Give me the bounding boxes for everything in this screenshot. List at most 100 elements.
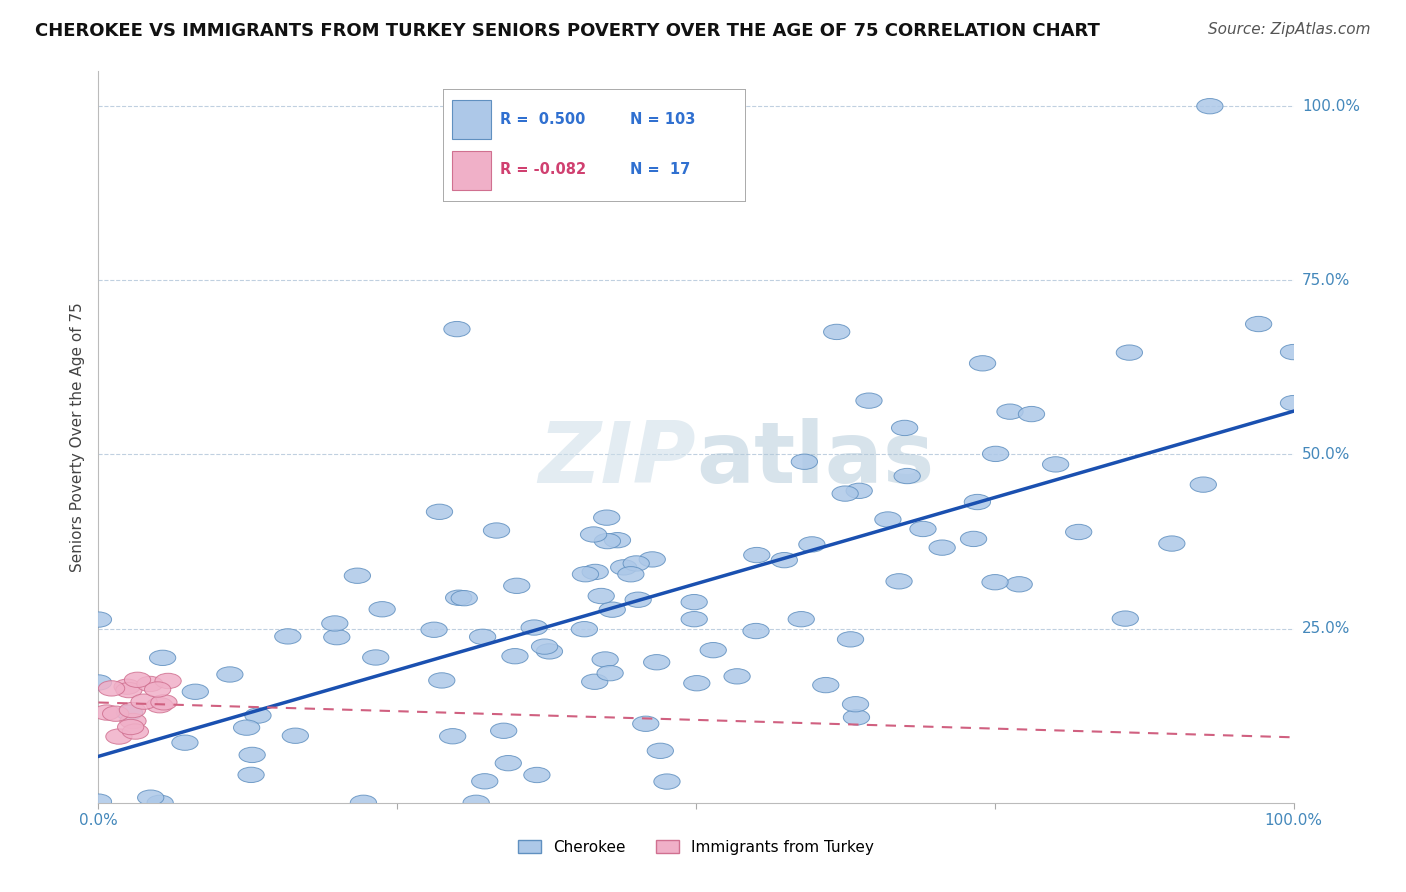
Ellipse shape: [136, 676, 163, 691]
Ellipse shape: [886, 574, 912, 589]
Ellipse shape: [484, 523, 509, 538]
Ellipse shape: [588, 589, 614, 604]
Ellipse shape: [426, 504, 453, 519]
Text: Source: ZipAtlas.com: Source: ZipAtlas.com: [1208, 22, 1371, 37]
Ellipse shape: [838, 632, 863, 647]
Ellipse shape: [217, 667, 243, 682]
Ellipse shape: [471, 773, 498, 789]
Ellipse shape: [94, 705, 120, 720]
Bar: [451, 151, 491, 189]
Ellipse shape: [1281, 395, 1306, 411]
Ellipse shape: [120, 714, 146, 729]
Ellipse shape: [440, 729, 465, 744]
Ellipse shape: [86, 794, 111, 809]
Ellipse shape: [117, 705, 142, 721]
Ellipse shape: [463, 795, 489, 811]
Ellipse shape: [149, 650, 176, 665]
Ellipse shape: [894, 468, 921, 483]
Ellipse shape: [118, 719, 143, 735]
Ellipse shape: [122, 724, 149, 739]
Ellipse shape: [724, 669, 751, 684]
Ellipse shape: [1007, 576, 1032, 592]
Ellipse shape: [605, 533, 631, 548]
Ellipse shape: [138, 790, 165, 805]
Text: ZIP: ZIP: [538, 417, 696, 500]
Ellipse shape: [1112, 611, 1139, 626]
Ellipse shape: [595, 533, 620, 549]
Ellipse shape: [610, 559, 637, 575]
Ellipse shape: [581, 527, 607, 542]
Ellipse shape: [582, 674, 607, 690]
Ellipse shape: [844, 710, 869, 725]
Ellipse shape: [856, 393, 882, 409]
Ellipse shape: [617, 566, 644, 582]
Ellipse shape: [654, 774, 681, 789]
Ellipse shape: [503, 578, 530, 593]
Ellipse shape: [681, 594, 707, 610]
Ellipse shape: [891, 420, 918, 435]
Bar: [451, 100, 491, 139]
Ellipse shape: [742, 624, 769, 639]
Ellipse shape: [524, 767, 550, 782]
Ellipse shape: [536, 644, 562, 659]
Ellipse shape: [983, 446, 1008, 461]
Text: 75.0%: 75.0%: [1302, 273, 1350, 288]
Ellipse shape: [683, 675, 710, 691]
Ellipse shape: [451, 591, 478, 606]
Ellipse shape: [145, 681, 170, 698]
Ellipse shape: [824, 325, 849, 340]
Text: N = 103: N = 103: [630, 112, 696, 127]
Ellipse shape: [124, 673, 150, 688]
Ellipse shape: [1281, 344, 1306, 359]
Ellipse shape: [1197, 98, 1223, 114]
Ellipse shape: [1189, 477, 1216, 492]
Legend: Cherokee, Immigrants from Turkey: Cherokee, Immigrants from Turkey: [512, 834, 880, 861]
Ellipse shape: [233, 720, 260, 735]
Ellipse shape: [832, 486, 858, 501]
Ellipse shape: [150, 695, 177, 710]
Ellipse shape: [495, 756, 522, 771]
Ellipse shape: [86, 612, 111, 627]
Ellipse shape: [929, 540, 955, 556]
Ellipse shape: [598, 665, 623, 681]
Ellipse shape: [323, 630, 350, 645]
Ellipse shape: [522, 620, 547, 635]
Ellipse shape: [813, 677, 839, 693]
Ellipse shape: [789, 612, 814, 627]
Text: R =  0.500: R = 0.500: [501, 112, 586, 127]
Ellipse shape: [491, 723, 517, 739]
Ellipse shape: [114, 679, 141, 694]
Ellipse shape: [155, 673, 181, 689]
Ellipse shape: [115, 682, 142, 698]
Ellipse shape: [344, 568, 371, 583]
Ellipse shape: [640, 552, 665, 567]
Ellipse shape: [148, 795, 173, 811]
Text: 25.0%: 25.0%: [1302, 621, 1350, 636]
Ellipse shape: [322, 615, 347, 632]
Ellipse shape: [647, 743, 673, 758]
Ellipse shape: [1159, 536, 1185, 551]
Ellipse shape: [770, 552, 797, 568]
Ellipse shape: [1042, 457, 1069, 472]
Ellipse shape: [429, 673, 456, 688]
Ellipse shape: [799, 537, 825, 552]
Ellipse shape: [368, 601, 395, 617]
Ellipse shape: [531, 639, 558, 655]
Ellipse shape: [626, 592, 651, 607]
Ellipse shape: [960, 532, 987, 547]
Ellipse shape: [98, 681, 125, 696]
Ellipse shape: [644, 655, 669, 670]
Ellipse shape: [981, 574, 1008, 590]
Ellipse shape: [1018, 407, 1045, 422]
Ellipse shape: [238, 767, 264, 782]
Ellipse shape: [846, 483, 872, 499]
Ellipse shape: [350, 795, 377, 811]
Ellipse shape: [470, 629, 496, 645]
Text: atlas: atlas: [696, 417, 934, 500]
Ellipse shape: [599, 602, 626, 617]
Ellipse shape: [744, 548, 770, 563]
Ellipse shape: [146, 698, 173, 713]
Ellipse shape: [969, 356, 995, 371]
Text: R = -0.082: R = -0.082: [501, 162, 586, 177]
Y-axis label: Seniors Poverty Over the Age of 75: Seniors Poverty Over the Age of 75: [69, 302, 84, 572]
